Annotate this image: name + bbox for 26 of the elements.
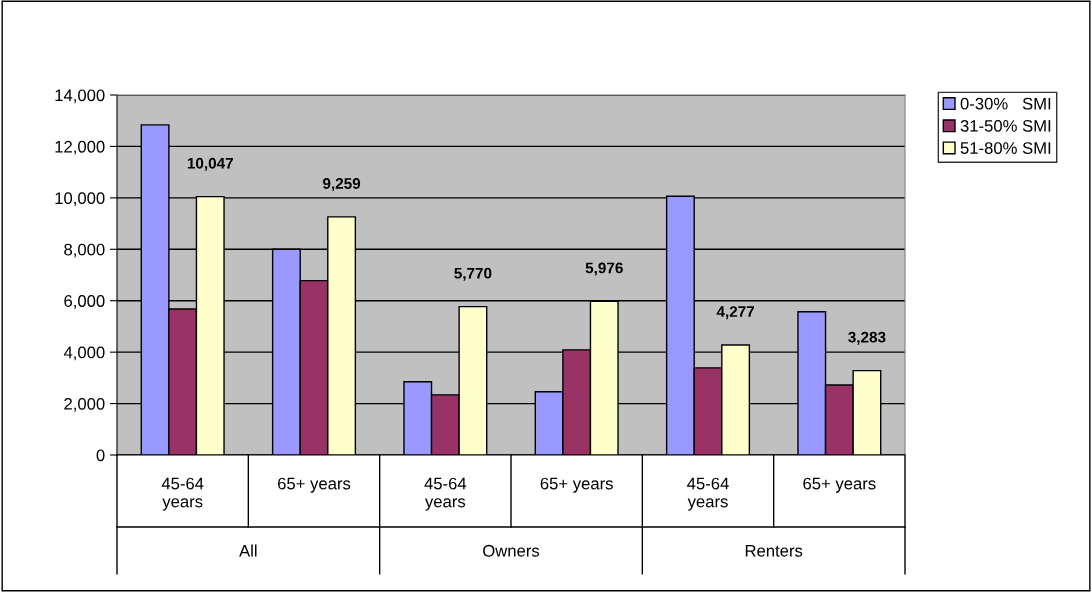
text: All xyxy=(239,544,257,557)
x-tick-label: 45-64 years xyxy=(687,477,729,511)
data-label: 9,259 xyxy=(323,178,361,192)
legend-label: 51-80% SMI xyxy=(960,142,1051,154)
y-tick-label: 12,000 xyxy=(55,140,105,155)
x-tick-label: 45-64 years xyxy=(161,477,204,511)
text: Owners xyxy=(483,544,540,557)
y-tick-label: 14,000 xyxy=(55,89,105,104)
data-label: 3,283 xyxy=(848,331,886,345)
x-tick-label: 65+ years xyxy=(278,477,351,493)
data-label: 5,976 xyxy=(585,262,623,276)
y-tick-label: 2,000 xyxy=(64,397,105,412)
legend-label: 0-30% SMI xyxy=(960,97,1051,110)
y-tick-label: 4,000 xyxy=(63,346,105,361)
data-label: 10,047 xyxy=(187,157,233,171)
data-label: 4,277 xyxy=(716,306,755,320)
text: Renters xyxy=(745,545,803,557)
y-tick-label: 0 xyxy=(96,449,105,462)
legend-label: 31-50% SMI xyxy=(960,119,1051,132)
x-tick-label: 65+ years xyxy=(803,477,876,493)
x-tick-label: 45-64 years xyxy=(424,477,467,511)
y-tick-label: 6,000 xyxy=(64,295,105,309)
x-tick-label: 65+ years xyxy=(540,477,613,493)
y-tick-label: 8,000 xyxy=(64,243,105,258)
y-tick-label: 10,000 xyxy=(55,192,105,207)
data-label: 5,770 xyxy=(454,267,492,281)
